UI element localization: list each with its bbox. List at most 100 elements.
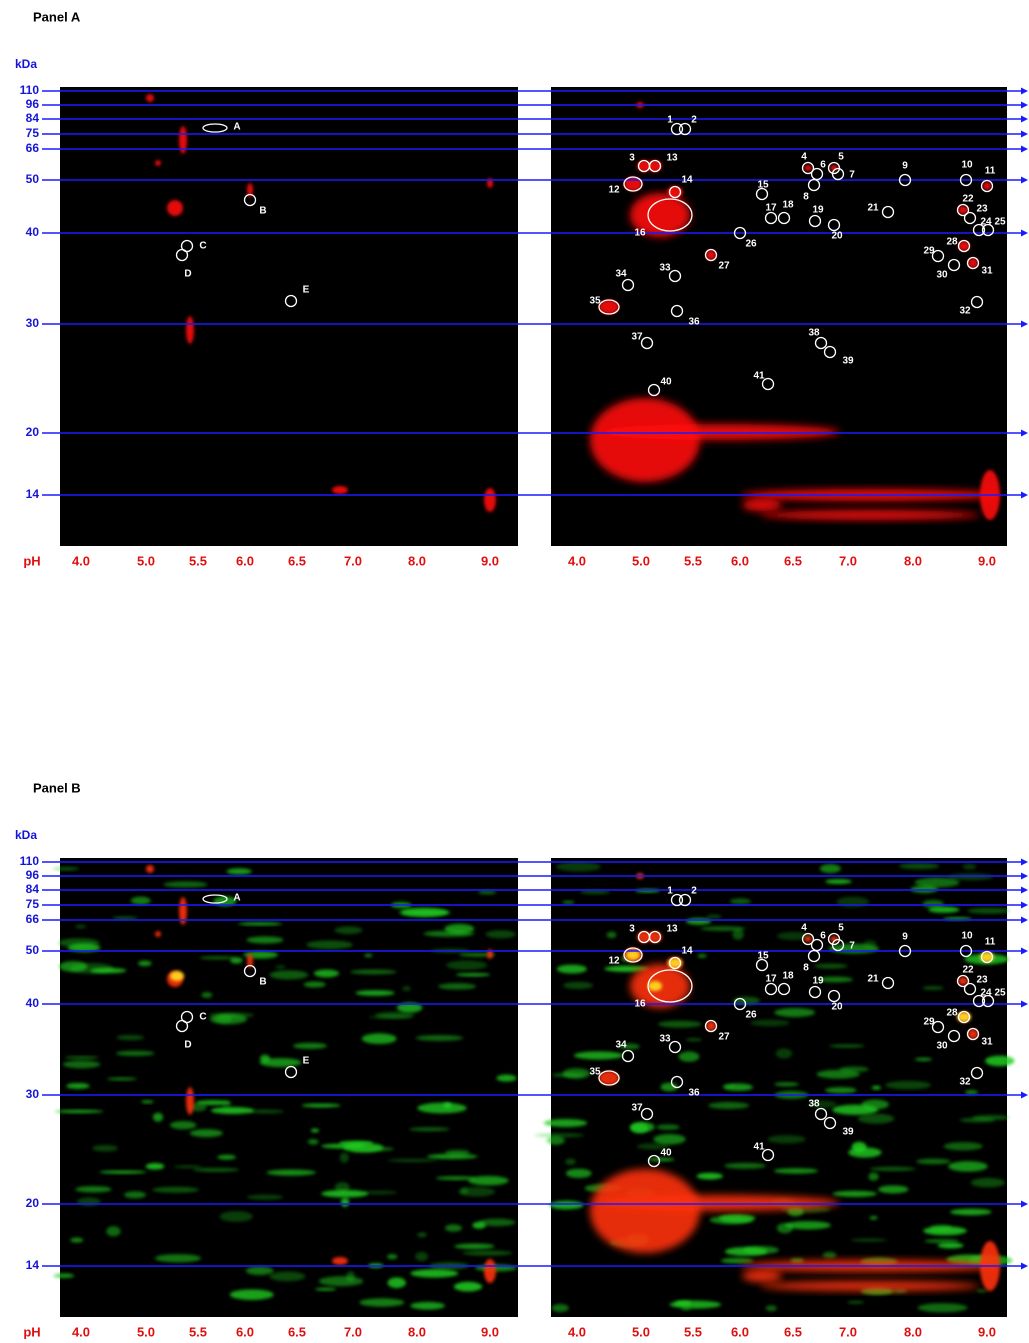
stain [948,873,994,880]
stain [600,1195,840,1211]
spot-label: 16 [634,228,646,239]
stain [574,1051,623,1059]
spot-label: 27 [718,1032,730,1043]
stain [186,316,194,344]
stain [725,1247,768,1256]
stain [686,918,712,925]
stain [59,961,87,972]
stain [544,1119,588,1127]
arrowhead [1021,873,1028,880]
spot-label: E [303,285,310,296]
spot-label: A [233,893,240,904]
stain [885,1081,931,1089]
spot-label: 5 [838,923,844,934]
stain [977,1289,987,1293]
stain [468,1176,509,1186]
stain [107,1077,137,1080]
ph-tick: 9.0 [481,1324,499,1339]
stain [565,1158,576,1165]
spot-label: 36 [688,1088,700,1099]
stain [915,877,960,887]
stain [686,1038,703,1041]
spot-label: 32 [959,1077,971,1088]
spot-label: 27 [718,261,730,272]
panel: Panel AkDa110968475665040302014pH4.05.05… [15,9,1028,568]
stain [938,1243,964,1249]
ph-tick: 8.0 [408,553,426,568]
stain [65,1056,99,1059]
stain [706,914,722,919]
stain [163,881,207,887]
stain [269,1272,305,1282]
ph-tick: 4.0 [72,1324,90,1339]
spot-label: 23 [976,204,988,215]
ph-tick: 4.0 [72,553,90,568]
kda-label: 96 [26,868,40,882]
ph-tick: 5.0 [632,1324,650,1339]
spot-label: 12 [608,185,620,196]
stain [446,960,487,970]
stain [850,1238,887,1241]
stain [924,1239,959,1243]
gel-image [60,87,518,546]
stain [590,398,700,482]
stain [721,1258,754,1264]
stain [355,990,394,996]
stain [247,1195,284,1200]
spot-label: 2 [691,886,697,897]
stain [217,1155,236,1160]
spot-label: 31 [981,1037,993,1048]
stain [534,1133,584,1138]
stain [965,1090,978,1095]
stain [260,1058,302,1067]
stain [484,1259,496,1283]
stain [852,1142,867,1152]
stain [950,1209,992,1215]
arrowhead [1021,492,1028,499]
ph-tick: 9.0 [481,553,499,568]
spot-label: 34 [615,1040,627,1051]
stain [335,926,363,934]
stain [304,982,326,988]
arrowhead [1021,321,1028,328]
stain [774,1168,818,1174]
spot-label: 5 [838,152,844,163]
stain [777,1223,793,1233]
spot-label: 31 [981,266,993,277]
stain [958,977,968,985]
spot-label: 35 [589,1067,601,1078]
ph-tick: 5.0 [137,553,155,568]
stain [971,1178,1006,1187]
stain [70,1238,83,1243]
stain [146,94,154,102]
arrowhead [1021,88,1028,95]
spot-label: 14 [681,175,693,186]
stain [963,863,977,869]
stain [960,1118,995,1123]
stain [832,1191,877,1197]
stain [308,1139,319,1145]
stain [199,956,235,960]
spot-label: 4 [801,923,807,934]
spot-label: 32 [959,306,971,317]
stain [155,1254,201,1262]
spot-label: 28 [946,1008,958,1019]
stain [55,1110,104,1113]
spot-label: 1 [667,115,673,126]
stain [722,1084,735,1088]
stain [201,992,212,998]
arrowhead [1021,116,1028,123]
stain [152,1187,199,1193]
stain [460,1187,468,1194]
stain [170,971,184,981]
spot-label: 28 [946,237,958,248]
stain [696,1173,723,1180]
stain [230,957,243,963]
stain [362,1033,397,1044]
stain [653,1134,685,1145]
stain [368,1016,414,1019]
stain [774,1082,799,1086]
spot-label: 9 [902,161,908,172]
stain [301,1104,340,1108]
spot-label: 7 [849,170,855,181]
